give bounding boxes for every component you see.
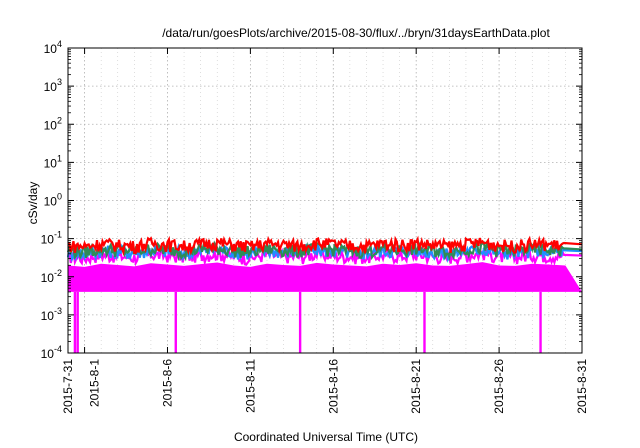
plot-area — [66, 235, 583, 353]
y-tick-exponent: -4 — [54, 344, 62, 354]
y-tick-base: 10 — [41, 309, 55, 323]
y-tick-base: 10 — [44, 42, 58, 56]
y-tick-label: 10-2 — [41, 268, 62, 285]
dropout-spike — [539, 291, 542, 353]
low-band-area — [68, 262, 582, 292]
x-tick-label: 2015-8-16 — [326, 359, 340, 414]
x-tick-label: 2015-8-6 — [160, 359, 174, 407]
y-axis-label: cSv/day — [26, 182, 40, 225]
y-tick-label: 10-1 — [41, 230, 62, 247]
y-tick-base: 10 — [44, 118, 58, 132]
dropout-spike — [298, 291, 302, 353]
y-tick-exponent: -3 — [54, 306, 62, 316]
axes — [67, 47, 583, 354]
x-tick-label: 2015-8-11 — [243, 359, 257, 413]
grid — [68, 48, 582, 353]
dropout-spike — [423, 291, 426, 353]
y-tick-label: 10-4 — [41, 344, 62, 361]
dropout-spike — [174, 291, 177, 353]
y-tick-exponent: -1 — [54, 230, 62, 240]
x-tick-label: 2015-8-31 — [575, 359, 589, 414]
y-tick-label: 101 — [44, 153, 62, 170]
x-tick-label: 2015-8-21 — [409, 359, 423, 414]
dropout-spike — [76, 291, 79, 353]
y-tick-label: 104 — [44, 39, 62, 56]
y-tick-label: 10-3 — [41, 306, 62, 323]
x-axis-label: Coordinated Universal Time (UTC) — [234, 430, 418, 444]
x-tick-labels: 2015-7-31 2015-8-1 2015-8-6 2015-8-11 2015-8… — [61, 359, 589, 414]
chart-title: /data/run/goesPlots/archive/2015-08-30/f… — [162, 26, 550, 40]
y-tick-base: 10 — [44, 80, 58, 94]
y-tick-exponent: 2 — [57, 115, 62, 125]
y-tick-exponent: 3 — [57, 77, 62, 87]
y-tick-base: 10 — [41, 347, 55, 361]
y-tick-exponent: 0 — [57, 192, 62, 202]
y-tick-base: 10 — [41, 271, 55, 285]
y-tick-label: 102 — [44, 115, 62, 132]
y-tick-label: 103 — [44, 77, 62, 94]
y-tick-label: 100 — [44, 192, 62, 209]
y-tick-base: 10 — [44, 156, 58, 170]
y-tick-base: 10 — [44, 195, 58, 209]
y-tick-exponent: -2 — [54, 268, 62, 278]
x-tick-label: 2015-8-26 — [492, 359, 506, 414]
dropout-spike — [73, 291, 77, 353]
y-tick-exponent: 1 — [57, 153, 62, 163]
y-tick-base: 10 — [41, 233, 55, 247]
x-tick-label: 2015-7-31 — [61, 359, 75, 414]
x-tick-label: 2015-8-1 — [88, 359, 102, 407]
y-tick-exponent: 4 — [57, 39, 62, 49]
series-line — [67, 235, 583, 257]
